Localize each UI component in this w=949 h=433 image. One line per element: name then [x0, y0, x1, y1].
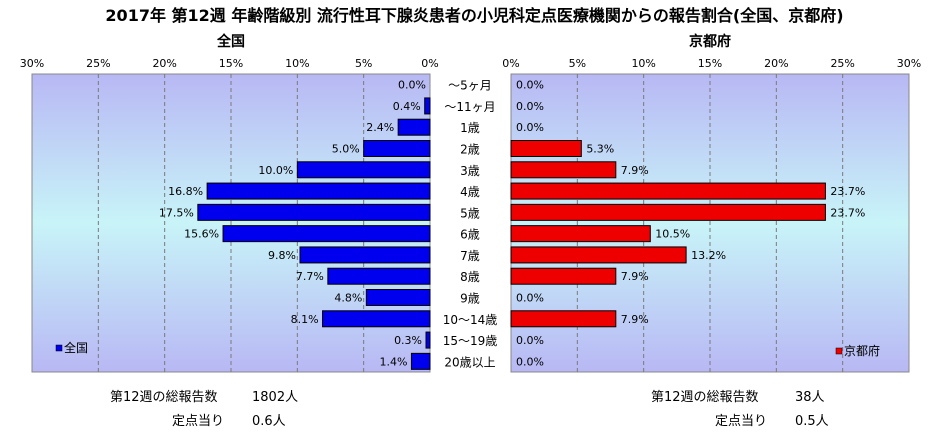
national-data-label: 10.0%	[258, 164, 293, 177]
kyoto-tick-label: 15%	[698, 57, 722, 70]
national-bar	[299, 246, 431, 264]
category-label: 20歳以上	[444, 355, 495, 369]
kyoto-tick-label: 20%	[764, 57, 788, 70]
kyoto-tick-label: 0%	[502, 57, 519, 70]
kyoto-bar	[510, 203, 826, 221]
national-data-label: 4.8%	[334, 292, 362, 305]
kyoto-bar	[510, 182, 826, 200]
kyoto-bar	[510, 310, 617, 328]
kyoto-tick-label: 25%	[830, 57, 854, 70]
national-data-label: 0.0%	[398, 79, 426, 92]
kyoto-tick-label: 5%	[569, 57, 586, 70]
category-label: 2歳	[460, 143, 480, 157]
kyoto-bar	[510, 225, 651, 243]
kyoto-bar	[510, 267, 617, 285]
national-tick-label: 0%	[421, 57, 438, 70]
national-total-label: 第12週の総報告数	[110, 390, 218, 405]
kyoto-total-value: 38人	[795, 390, 825, 405]
national-total-value: 1802人	[252, 390, 299, 405]
national-tick-label: 25%	[86, 57, 110, 70]
category-label: 6歳	[460, 228, 480, 242]
category-label: 1歳	[460, 121, 480, 135]
category-label: 5歳	[460, 206, 480, 220]
national-data-label: 7.7%	[296, 270, 324, 283]
national-data-label: 5.0%	[332, 143, 360, 156]
kyoto-data-label: 13.2%	[691, 249, 726, 262]
category-label: ～11ヶ月	[444, 100, 495, 114]
national-tick-label: 30%	[20, 57, 44, 70]
kyoto-per-site-value: 0.5人	[795, 414, 829, 429]
kyoto-data-label: 23.7%	[830, 206, 865, 219]
category-label: 8歳	[460, 270, 480, 284]
kyoto-data-label: 0.0%	[516, 121, 544, 134]
national-legend-label: 全国	[64, 340, 88, 355]
kyoto-data-label: 7.9%	[621, 270, 649, 283]
national-bar	[397, 118, 431, 136]
category-label: 15～19歳	[443, 334, 498, 348]
chart-title: 2017年 第12週 年齢階級別 流行性耳下腺炎患者の小児科定点医療機関からの報…	[105, 6, 844, 25]
kyoto-total-label: 第12週の総報告数	[651, 390, 759, 405]
kyoto-data-label: 0.0%	[516, 100, 544, 113]
national-tick-label: 20%	[152, 57, 176, 70]
national-bar	[322, 310, 431, 328]
kyoto-tick-label: 30%	[897, 57, 921, 70]
kyoto-data-label: 10.5%	[655, 228, 690, 241]
national-data-label: 2.4%	[366, 121, 394, 134]
kyoto-per-site-label: 定点当り	[715, 414, 768, 429]
national-data-label: 9.8%	[268, 249, 296, 262]
kyoto-data-label: 0.0%	[516, 79, 544, 92]
national-bar	[363, 140, 431, 157]
national-tick-label: 5%	[355, 57, 372, 70]
national-bar	[365, 289, 431, 306]
national-bar	[424, 97, 431, 115]
kyoto-legend-label: 京都府	[844, 343, 880, 358]
kyoto-data-label: 0.0%	[516, 292, 544, 305]
national-bar	[222, 225, 431, 243]
category-label: 10～14歳	[443, 313, 498, 327]
national-tick-label: 10%	[285, 57, 309, 70]
kyoto-tick-label: 10%	[631, 57, 655, 70]
national-bar	[410, 352, 431, 370]
kyoto-bar	[510, 161, 617, 179]
category-label: 7歳	[460, 249, 480, 263]
national-bar	[296, 161, 431, 179]
kyoto-data-label: 0.0%	[516, 355, 544, 368]
kyoto-data-label: 7.9%	[621, 313, 649, 326]
national-data-label: 17.5%	[159, 206, 194, 219]
kyoto-panel-title: 京都府	[689, 33, 731, 50]
national-data-label: 0.4%	[393, 100, 421, 113]
national-data-label: 1.4%	[379, 355, 407, 368]
kyoto-data-label: 0.0%	[516, 334, 544, 347]
national-bar	[197, 203, 431, 221]
kyoto-data-label: 5.3%	[586, 143, 614, 156]
national-bar	[425, 331, 431, 349]
kyoto-legend-swatch	[835, 347, 843, 355]
kyoto-bar	[510, 140, 582, 157]
category-label: 9歳	[460, 292, 480, 306]
national-bar	[206, 182, 431, 200]
category-label: 4歳	[460, 185, 480, 199]
national-tick-label: 15%	[219, 57, 243, 70]
national-data-label: 16.8%	[168, 185, 203, 198]
national-per-site-value: 0.6人	[252, 414, 286, 429]
national-per-site-label: 定点当り	[172, 414, 225, 429]
national-bar	[327, 267, 431, 285]
national-data-label: 0.3%	[394, 334, 422, 347]
kyoto-bar	[510, 246, 687, 264]
category-label: ～5ヶ月	[448, 79, 492, 93]
national-data-label: 15.6%	[184, 228, 219, 241]
national-panel-title: 全国	[216, 33, 245, 50]
kyoto-data-label: 23.7%	[830, 185, 865, 198]
national-legend-swatch	[55, 344, 63, 352]
kyoto-data-label: 7.9%	[621, 164, 649, 177]
category-label: 3歳	[460, 164, 480, 178]
national-data-label: 8.1%	[291, 313, 319, 326]
